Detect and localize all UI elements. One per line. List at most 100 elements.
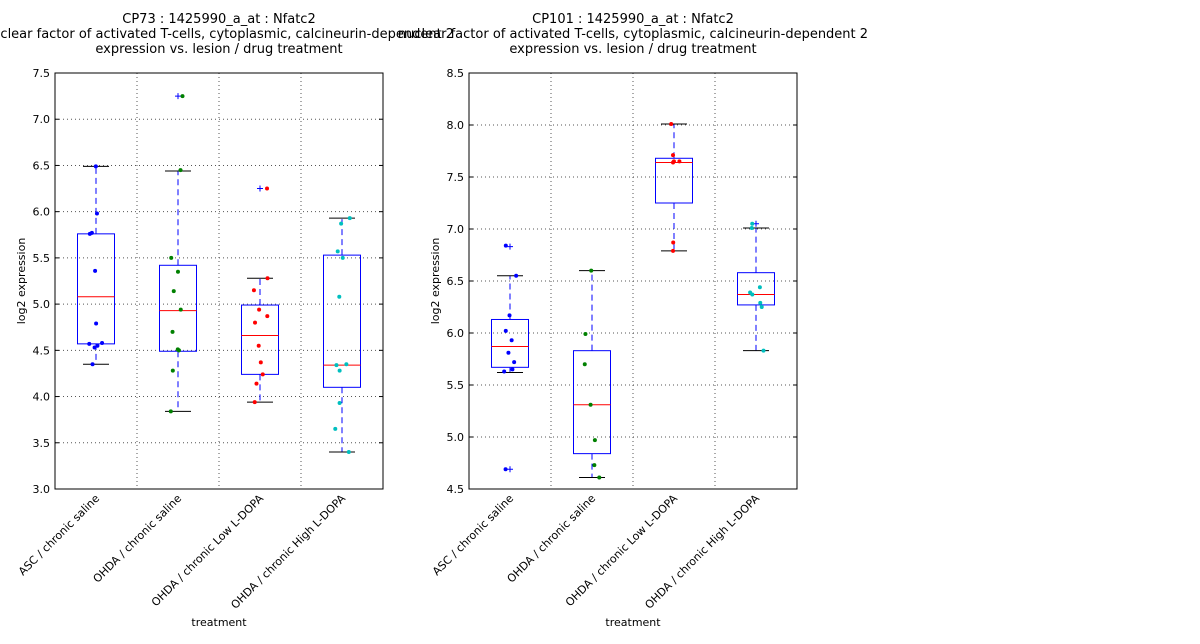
data-point <box>510 367 515 372</box>
data-point <box>758 300 763 305</box>
data-point <box>503 243 508 248</box>
data-point <box>592 438 597 443</box>
box <box>491 318 529 368</box>
chart-title-line: expression vs. lesion / drug treatment <box>509 42 756 57</box>
data-point <box>333 426 338 431</box>
data-point <box>168 409 173 414</box>
data-point <box>178 307 183 312</box>
data-point <box>671 153 676 158</box>
data-point <box>256 343 261 348</box>
data-point <box>750 221 755 226</box>
chart-title-line: nuclear factor of activated T-cells, cyt… <box>398 27 868 42</box>
y-tick-label: 7.5 <box>33 67 51 80</box>
data-point <box>671 240 676 245</box>
data-point <box>592 463 597 468</box>
data-point <box>265 276 270 281</box>
data-point <box>253 320 258 325</box>
data-point <box>89 230 94 235</box>
y-tick-label: 5.5 <box>447 379 465 392</box>
y-tick-label: 4.5 <box>33 344 51 357</box>
data-point <box>170 329 175 334</box>
y-tick-label: 6.5 <box>33 159 51 172</box>
x-axis-label: treatment <box>191 616 247 629</box>
y-tick-label: 8.5 <box>447 67 465 80</box>
y-tick-label: 4.0 <box>33 391 51 404</box>
data-point <box>589 268 594 273</box>
data-point <box>334 363 339 368</box>
data-point <box>337 401 342 406</box>
y-axis-label: log2 expression <box>429 238 442 325</box>
x-tick-label: OHDA / chronic saline <box>505 492 599 586</box>
data-point <box>509 338 514 343</box>
box <box>323 254 361 388</box>
x-axis-label: treatment <box>605 616 661 629</box>
data-point <box>93 268 98 273</box>
data-point <box>169 255 174 260</box>
chart-title-line: CP73 : 1425990_a_at : Nfatc2 <box>122 12 315 27</box>
y-axis-label: log2 expression <box>15 238 28 325</box>
data-point <box>251 288 256 293</box>
y-tick-label: 5.0 <box>33 298 51 311</box>
data-point <box>339 221 344 226</box>
data-point <box>346 450 351 455</box>
box <box>655 157 693 204</box>
data-point <box>503 328 508 333</box>
y-tick-label: 3.0 <box>33 483 51 496</box>
data-point <box>340 255 345 260</box>
data-point <box>257 307 262 312</box>
box <box>241 304 279 375</box>
data-point <box>671 160 676 165</box>
y-tick-label: 6.5 <box>447 275 465 288</box>
data-point <box>93 164 98 169</box>
outlier-marker <box>175 93 181 100</box>
data-point <box>170 368 175 373</box>
data-point <box>512 360 517 365</box>
x-tick-label: OHDA / chronic saline <box>91 492 185 586</box>
data-point <box>175 347 180 352</box>
data-point <box>171 289 176 294</box>
chart-title-line: nuclear factor of activated T-cells, cyt… <box>0 27 454 42</box>
outlier-marker <box>507 243 513 250</box>
data-point <box>671 248 676 253</box>
data-point <box>252 400 257 405</box>
outlier-marker <box>507 466 513 473</box>
data-point <box>337 368 342 373</box>
x-tick-label: ASC / chronic saline <box>16 492 102 578</box>
data-point <box>180 94 185 99</box>
data-point <box>94 211 99 216</box>
data-point <box>260 372 265 377</box>
data-point <box>759 305 764 309</box>
data-point <box>588 402 593 407</box>
outlier-marker <box>257 185 263 192</box>
x-tick-label: ASC / chronic saline <box>430 492 516 578</box>
y-tick-label: 6.0 <box>33 206 51 219</box>
box <box>77 233 115 345</box>
chart-title-line: expression vs. lesion / drug treatment <box>95 42 342 57</box>
y-tick-label: 6.0 <box>447 327 465 340</box>
y-tick-label: 5.5 <box>33 252 51 265</box>
box <box>573 350 611 455</box>
data-point <box>100 340 105 345</box>
y-tick-label: 4.5 <box>447 483 465 496</box>
data-point <box>507 313 512 318</box>
data-point <box>503 467 508 472</box>
data-point <box>761 348 766 353</box>
data-point <box>95 343 100 348</box>
data-point <box>344 362 349 367</box>
data-point <box>583 332 588 337</box>
data-point <box>254 381 259 386</box>
data-point <box>677 159 682 164</box>
data-point <box>502 369 507 374</box>
data-point <box>265 314 270 319</box>
y-tick-label: 7.0 <box>447 223 465 236</box>
data-point <box>669 121 674 126</box>
data-point <box>582 362 587 367</box>
box <box>159 264 197 352</box>
box <box>737 272 775 306</box>
data-point <box>337 294 342 299</box>
y-tick-label: 5.0 <box>447 431 465 444</box>
data-point <box>258 360 263 365</box>
data-point <box>265 186 270 191</box>
